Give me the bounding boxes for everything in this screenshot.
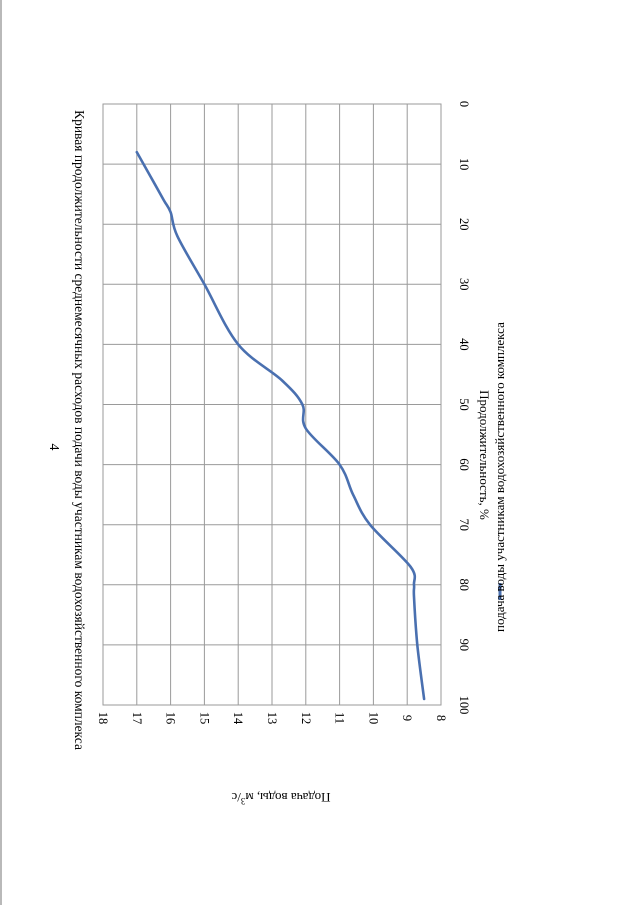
y-axis-label-tail: /с bbox=[231, 790, 241, 805]
y-tick-label: 9 bbox=[400, 715, 414, 721]
y-tick-label: 11 bbox=[333, 712, 347, 724]
x-tick-label: 20 bbox=[457, 218, 471, 231]
chart-title: Кривая продолжительности среднемесячных … bbox=[72, 110, 87, 750]
y-axis-label-sup: 3 bbox=[240, 796, 245, 806]
x-tick-label: 100 bbox=[457, 696, 471, 715]
x-tick-label: 70 bbox=[457, 518, 471, 531]
x-tick-label: 30 bbox=[457, 278, 471, 291]
x-tick-label: 60 bbox=[457, 458, 471, 471]
x-tick-label: 40 bbox=[457, 338, 471, 351]
tick-labels: 0 10 20 30 40 50 60 70 80 90 100 8 9 10 11 12 13 14 15 16 17… bbox=[96, 101, 471, 725]
y-tick-label: 14 bbox=[231, 712, 245, 725]
chart-grid bbox=[102, 103, 442, 706]
scan-edge bbox=[0, 0, 2, 905]
series-layer bbox=[135, 150, 426, 701]
page-number: 4 bbox=[46, 444, 61, 451]
series-line bbox=[135, 150, 426, 701]
y-tick-label: 17 bbox=[130, 712, 144, 725]
y-tick-label: 8 bbox=[434, 715, 448, 721]
y-tick-label: 18 bbox=[96, 712, 110, 725]
y-axis-label-base: Подача воды, м bbox=[245, 790, 330, 805]
x-tick-label: 10 bbox=[457, 158, 471, 171]
x-tick-label: 90 bbox=[457, 639, 471, 652]
y-tick-label: 16 bbox=[164, 712, 178, 725]
y-tick-label: 12 bbox=[299, 712, 313, 725]
x-axis-label: Продолжительность, % bbox=[477, 390, 492, 520]
legend-label: подача воды участникам водохозяйственног… bbox=[492, 322, 507, 632]
y-tick-label: 13 bbox=[265, 712, 279, 725]
y-axis-label: Подача воды, м3/с bbox=[231, 790, 330, 806]
x-tick-label: 80 bbox=[457, 579, 471, 592]
x-tick-label: 0 bbox=[457, 101, 471, 107]
x-tick-label: 50 bbox=[457, 398, 471, 411]
y-tick-label: 10 bbox=[366, 712, 380, 725]
y-tick-label: 15 bbox=[197, 712, 211, 725]
legend: подача воды участникам водохозяйственног… bbox=[492, 322, 507, 632]
plot-frame bbox=[102, 103, 442, 706]
